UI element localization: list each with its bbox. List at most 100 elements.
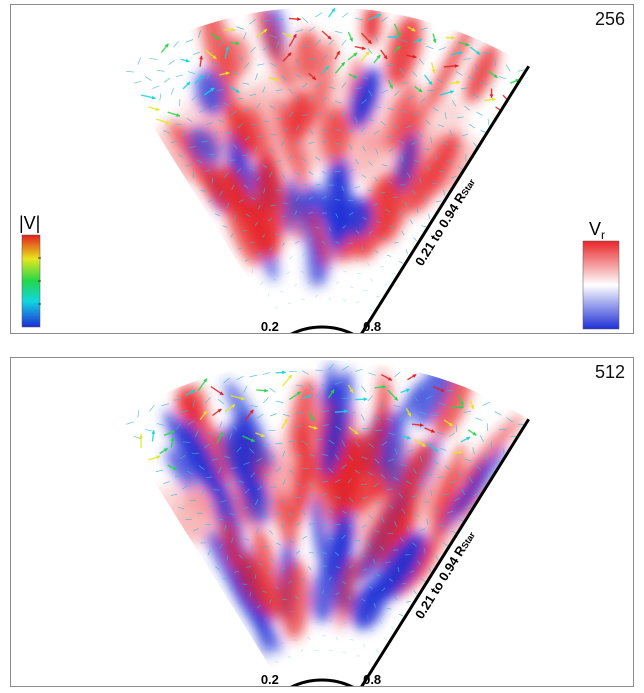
velocity-arrow (393, 123, 399, 129)
velocity-arrow (398, 613, 404, 617)
velocity-arrow (249, 19, 257, 25)
velocity-arrow (373, 482, 379, 488)
velocity-arrow (280, 642, 285, 645)
velocity-arrow (137, 409, 140, 418)
velocity-arrow (174, 474, 182, 478)
velocity-arrow (328, 297, 331, 301)
vr-upflow-plume (255, 150, 285, 259)
velocity-arrowhead (394, 396, 398, 401)
velocity-arrow (295, 596, 299, 600)
velocity-arrow (300, 620, 303, 624)
velocity-arrowhead (412, 54, 417, 59)
velocity-arrow (385, 209, 391, 213)
velocity-arrow (256, 176, 261, 181)
velocity-arrowhead (297, 17, 301, 22)
velocity-arrow (145, 429, 153, 432)
inner-boundary-arc (290, 325, 354, 333)
velocity-arrowhead (225, 71, 230, 76)
velocity-arrow (262, 372, 271, 376)
velocity-arrowhead (449, 90, 454, 94)
outer-radius-label: 0.8 (363, 319, 381, 333)
velocity-arrow (405, 249, 408, 254)
velocity-arrow (386, 607, 392, 610)
vr-upflow-plume (409, 132, 461, 215)
velocity-arrow (187, 71, 196, 74)
velocity-arrow (295, 196, 300, 201)
vr-upflow-plume (368, 381, 392, 476)
velocity-arrow (414, 513, 420, 517)
velocity-arrow (356, 301, 360, 304)
velocity-arrow (301, 157, 307, 162)
velocity-arrow (281, 242, 285, 247)
velocity-arrow (307, 281, 311, 285)
wedge-plot-512: 0.2 0.8 0.21 to 0.94 RStar (115, 359, 530, 686)
velocity-arrow (451, 100, 457, 107)
velocity-arrow (257, 63, 265, 66)
velocity-arrow (449, 129, 453, 137)
velocity-arrow (295, 384, 304, 387)
velocity-arrow (442, 493, 449, 496)
velocity-arrow (386, 254, 392, 257)
velocity-arrowhead (493, 74, 498, 78)
vr-downflow-plume (194, 69, 226, 115)
velocity-arrow (192, 51, 201, 55)
velocity-arrow (295, 96, 299, 103)
velocity-arrow (254, 573, 257, 579)
velocity-arrow (368, 308, 372, 312)
radial-axis-line (360, 418, 530, 686)
vr-upflow-plume (386, 80, 419, 152)
velocity-arrow (374, 458, 380, 464)
velocity-arrow (267, 217, 273, 222)
velocity-arrow (308, 142, 315, 144)
velocity-arrow (349, 286, 354, 289)
velocity-arrow (412, 189, 416, 195)
velocity-arrow (367, 189, 373, 192)
velocity-arrow (438, 402, 447, 406)
velocity-arrow (347, 549, 352, 554)
velocity-arrow (393, 595, 398, 600)
velocity-arrow (281, 75, 287, 81)
velocity-arrow (224, 525, 227, 531)
velocity-arrow (156, 423, 165, 426)
velocity-arrow (341, 510, 348, 514)
velocity-arrow (257, 562, 263, 566)
vr-downflow-plume (187, 127, 221, 167)
velocity-arrow (189, 499, 196, 502)
vr-colorbar-label: Vr (589, 219, 605, 242)
velocity-arrowhead (296, 391, 301, 396)
velocity-arrow (393, 476, 400, 481)
velocity-arrowhead (155, 107, 160, 112)
velocity-arrow (267, 293, 270, 297)
velocity-arrow (394, 448, 398, 455)
velocity-arrow (295, 124, 300, 131)
velocity-arrow (208, 503, 214, 508)
velocity-arrow (237, 480, 245, 483)
velocity-arrow (269, 62, 277, 67)
velocity-arrow (454, 497, 461, 502)
velocity-arrow (418, 411, 427, 415)
velocity-arrow (343, 622, 348, 625)
velocity-arrow (289, 610, 294, 613)
velocity-arrow (321, 54, 329, 60)
velocity-arrow (398, 140, 405, 144)
velocity-arrow (163, 77, 171, 83)
velocity-arrow (321, 590, 325, 595)
velocity-arrow (215, 566, 220, 570)
velocity-arrow (328, 154, 335, 158)
velocity-arrowhead (176, 113, 181, 117)
velocity-arrow (282, 127, 289, 133)
velocity-arrow (328, 607, 333, 611)
vr-downflow-plume (230, 411, 259, 488)
velocity-arrow (406, 172, 411, 178)
velocity-arrow (335, 592, 340, 595)
vr-upflow-plume (292, 29, 322, 81)
velocity-arrow (347, 478, 352, 484)
velocity-arrowhead (235, 89, 240, 93)
velocity-arrow (399, 537, 405, 542)
velocity-arrow (231, 537, 234, 543)
velocity-arrow (263, 188, 266, 194)
velocity-arrow (256, 528, 259, 534)
velocity-arrowhead (412, 374, 417, 378)
velocity-arrow (275, 40, 280, 49)
velocity-arrow (302, 45, 310, 47)
